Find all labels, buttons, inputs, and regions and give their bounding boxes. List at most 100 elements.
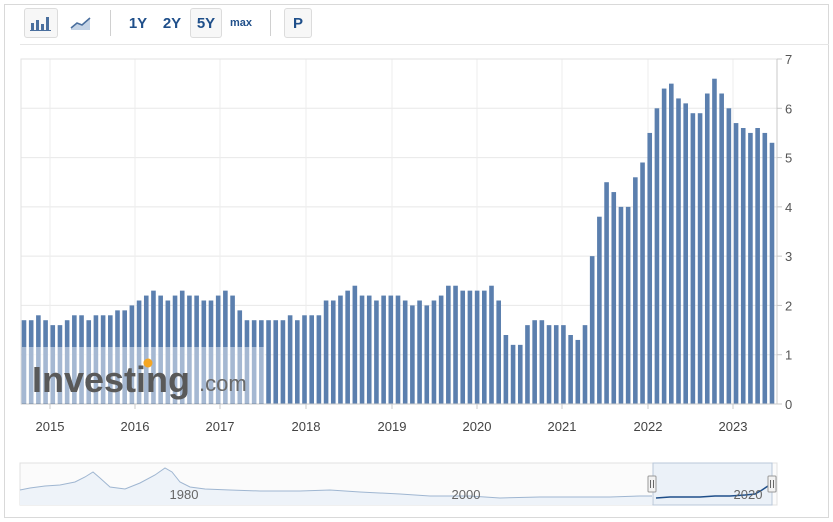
navigator-right-handle[interactable] xyxy=(767,475,777,493)
bar[interactable] xyxy=(410,305,415,404)
bar[interactable] xyxy=(208,300,214,405)
range-2y-button[interactable]: 2Y xyxy=(162,14,182,32)
bar[interactable] xyxy=(143,295,149,404)
bar[interactable] xyxy=(266,320,271,404)
navigator-left-handle[interactable] xyxy=(647,475,657,493)
line-chart-button[interactable] xyxy=(64,8,98,38)
bar[interactable] xyxy=(309,315,314,404)
bar[interactable] xyxy=(546,325,552,404)
bar[interactable] xyxy=(690,113,696,405)
bar[interactable] xyxy=(215,295,221,404)
bar[interactable] xyxy=(136,300,142,405)
bar[interactable] xyxy=(625,206,631,404)
bar[interactable] xyxy=(129,305,135,404)
bar[interactable] xyxy=(93,315,99,404)
bar[interactable] xyxy=(72,315,77,404)
range-1y-button[interactable]: 1Y xyxy=(128,14,148,32)
bar[interactable] xyxy=(36,315,41,404)
bar[interactable] xyxy=(453,285,458,404)
bar[interactable] xyxy=(359,295,365,404)
bar[interactable] xyxy=(330,300,336,405)
bar[interactable] xyxy=(244,320,250,404)
bar[interactable] xyxy=(86,320,92,404)
bar[interactable] xyxy=(259,320,264,404)
bar[interactable] xyxy=(726,108,732,404)
bar[interactable] xyxy=(431,300,437,405)
bar[interactable] xyxy=(589,256,595,404)
range-max-button[interactable]: max xyxy=(229,17,253,29)
bar[interactable] xyxy=(172,295,178,404)
bar[interactable] xyxy=(510,344,516,404)
bar[interactable] xyxy=(338,295,343,404)
bar[interactable] xyxy=(489,285,494,404)
bar[interactable] xyxy=(316,315,322,404)
bar[interactable] xyxy=(21,320,27,404)
bar[interactable] xyxy=(704,93,710,405)
bar[interactable] xyxy=(64,320,70,404)
bar[interactable] xyxy=(122,310,127,404)
bar[interactable] xyxy=(323,300,329,405)
bar[interactable] xyxy=(57,325,63,404)
bar[interactable] xyxy=(582,325,588,404)
p-button[interactable]: P xyxy=(284,8,312,38)
bar[interactable] xyxy=(187,295,192,404)
bar[interactable] xyxy=(669,83,674,404)
bar[interactable] xyxy=(496,300,501,405)
bar[interactable] xyxy=(460,290,466,404)
bar[interactable] xyxy=(748,132,753,404)
bar[interactable] xyxy=(194,295,199,404)
bar[interactable] xyxy=(43,320,48,404)
bar[interactable] xyxy=(525,325,530,404)
bar[interactable] xyxy=(108,315,113,404)
bar[interactable] xyxy=(482,290,487,404)
bar[interactable] xyxy=(79,315,84,404)
bar[interactable] xyxy=(165,300,171,405)
bar[interactable] xyxy=(179,290,185,404)
bar[interactable] xyxy=(561,325,566,404)
bar[interactable] xyxy=(115,310,120,404)
bar[interactable] xyxy=(151,290,156,404)
bar[interactable] xyxy=(755,128,760,404)
bar[interactable] xyxy=(402,300,408,405)
bar[interactable] xyxy=(618,206,624,404)
bar[interactable] xyxy=(654,108,660,404)
bar[interactable] xyxy=(568,335,573,404)
bar[interactable] xyxy=(374,300,379,405)
bar[interactable] xyxy=(395,295,401,404)
bar[interactable] xyxy=(424,305,430,404)
bar[interactable] xyxy=(345,290,350,404)
bar[interactable] xyxy=(446,285,451,404)
bar[interactable] xyxy=(237,310,243,404)
bar[interactable] xyxy=(287,315,293,404)
bar[interactable] xyxy=(604,182,609,404)
bar[interactable] xyxy=(467,290,473,404)
bar[interactable] xyxy=(158,295,163,404)
bar[interactable] xyxy=(740,128,746,404)
bar[interactable] xyxy=(381,295,386,404)
bar[interactable] xyxy=(438,295,444,404)
bar[interactable] xyxy=(532,320,537,404)
bar[interactable] xyxy=(223,290,228,404)
bar[interactable] xyxy=(352,285,358,404)
bar-chart-button[interactable] xyxy=(24,8,58,38)
bar[interactable] xyxy=(719,93,724,405)
bar[interactable] xyxy=(517,344,523,404)
bar[interactable] xyxy=(575,339,581,404)
bar[interactable] xyxy=(676,98,681,405)
bar[interactable] xyxy=(417,300,422,405)
bar[interactable] xyxy=(28,320,34,404)
bar[interactable] xyxy=(597,216,602,404)
bar[interactable] xyxy=(633,177,638,404)
bar[interactable] xyxy=(100,315,106,404)
bar[interactable] xyxy=(683,103,688,405)
range-5y-button[interactable]: 5Y xyxy=(190,8,222,38)
bar[interactable] xyxy=(762,132,768,404)
bar[interactable] xyxy=(712,78,717,405)
bar[interactable] xyxy=(201,300,207,405)
bar[interactable] xyxy=(302,315,307,404)
bar[interactable] xyxy=(273,320,279,404)
bar[interactable] xyxy=(474,290,480,404)
bar[interactable] xyxy=(661,88,667,404)
bar[interactable] xyxy=(50,325,56,404)
navigator[interactable]: 1980 2000 2020 xyxy=(19,462,778,506)
